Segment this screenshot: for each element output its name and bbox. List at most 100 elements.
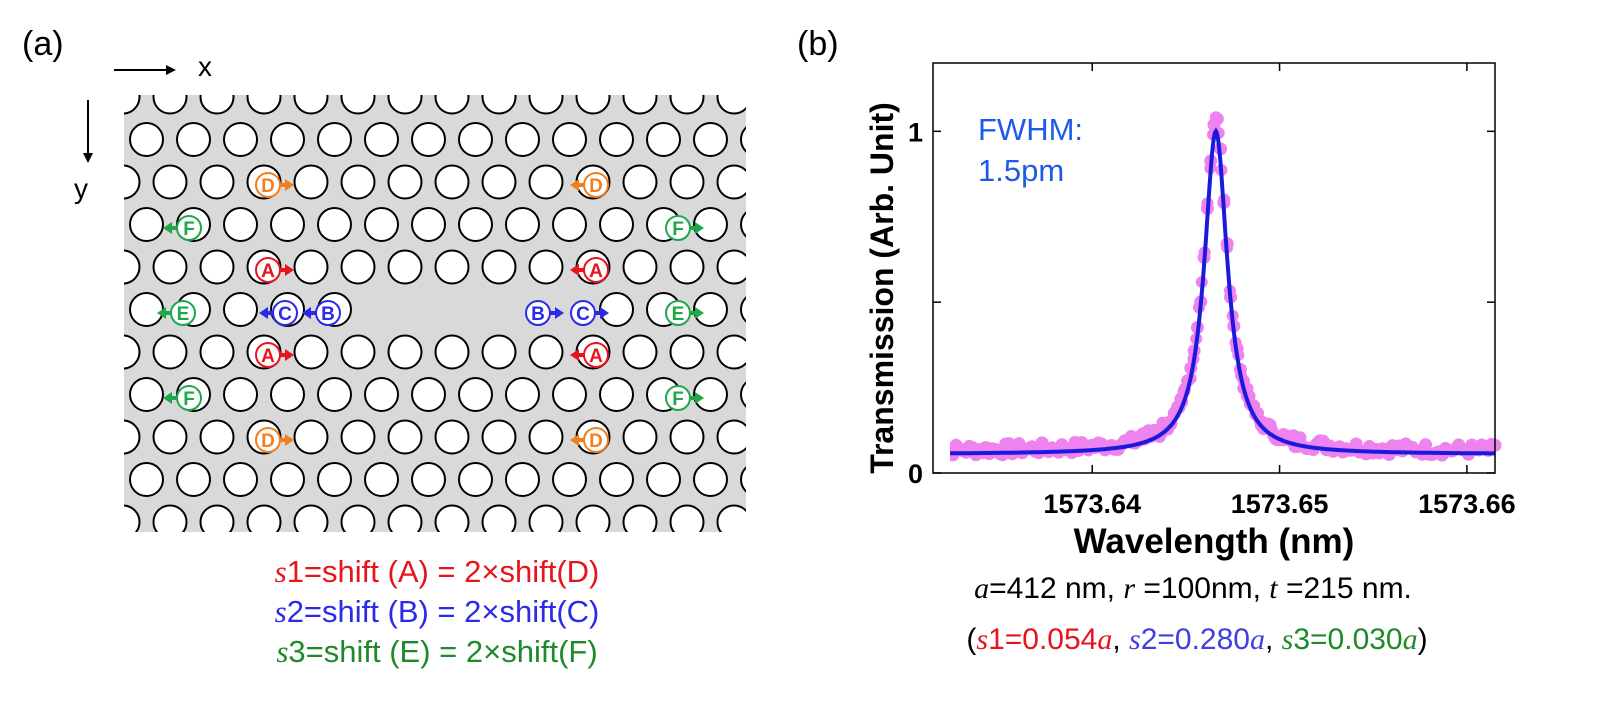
air-hole — [124, 419, 141, 455]
air-hole — [740, 466, 746, 493]
air-hole — [599, 292, 634, 327]
air-hole — [129, 292, 164, 327]
air-hole — [669, 504, 705, 532]
air-hole — [740, 126, 746, 153]
air-hole — [669, 164, 705, 200]
air-hole — [740, 211, 746, 238]
svg-text:D: D — [589, 431, 603, 452]
air-hole — [152, 334, 188, 370]
svg-text:F: F — [672, 389, 684, 410]
x-direction-arrow — [114, 65, 176, 75]
air-hole — [124, 95, 141, 115]
air-hole — [270, 462, 305, 497]
air-hole — [364, 377, 399, 412]
plot-frame — [932, 62, 1496, 474]
air-hole — [646, 122, 681, 157]
air-hole — [693, 292, 728, 327]
air-hole — [199, 249, 235, 285]
air-hole — [317, 207, 352, 242]
air-hole — [528, 419, 564, 455]
air-hole — [129, 462, 164, 497]
svg-text:B: B — [531, 304, 545, 325]
air-hole — [575, 504, 611, 532]
y-tick-label: 0 — [908, 459, 923, 489]
air-hole — [528, 164, 564, 200]
x-tick-label: 1573.66 — [1418, 489, 1516, 519]
svg-text:A: A — [589, 261, 603, 282]
transmission-chart: 1573.64 1573.65 1573.66 0 1 FWHM: 1.5pm Tran… — [864, 62, 1516, 561]
air-hole — [481, 164, 517, 200]
air-hole — [434, 164, 470, 200]
air-hole — [364, 462, 399, 497]
shift-values-line: (s1=0.054a, s2=0.280a, s3=0.030a) — [966, 623, 1427, 656]
air-hole — [528, 95, 564, 115]
air-hole — [669, 95, 705, 115]
air-hole — [270, 122, 305, 157]
svg-text:C: C — [278, 304, 292, 325]
air-hole — [199, 419, 235, 455]
svg-text:F: F — [672, 219, 684, 240]
air-hole — [317, 377, 352, 412]
air-hole — [364, 207, 399, 242]
air-hole — [599, 122, 634, 157]
shift-marker-a: A — [570, 257, 609, 283]
air-hole — [788, 378, 821, 411]
svg-text:B: B — [321, 304, 335, 325]
air-hole — [622, 504, 658, 532]
air-hole — [129, 377, 164, 412]
shift-marker-a: A — [570, 342, 609, 368]
air-hole — [434, 419, 470, 455]
air-hole — [693, 207, 728, 242]
shift-marker-d: D — [255, 172, 294, 198]
air-hole — [199, 164, 235, 200]
svg-text:D: D — [261, 431, 275, 452]
air-hole — [387, 334, 423, 370]
air-hole — [176, 122, 211, 157]
shift-marker-e: E — [157, 300, 196, 326]
air-hole — [340, 95, 376, 115]
air-hole — [505, 207, 540, 242]
air-hole — [364, 122, 399, 157]
y-axis-label: y — [74, 173, 88, 204]
air-hole — [716, 334, 746, 370]
air-hole — [788, 123, 821, 156]
y-tick-label: 1 — [908, 117, 923, 147]
air-hole — [505, 462, 540, 497]
fwhm-value: 1.5pm — [978, 153, 1064, 188]
air-hole — [124, 164, 141, 200]
air-hole — [716, 419, 746, 455]
air-hole — [246, 504, 282, 532]
air-hole — [60, 251, 93, 284]
air-hole — [152, 504, 188, 532]
air-hole — [575, 95, 611, 115]
shift-marker-f: F — [163, 385, 202, 411]
air-hole — [552, 207, 587, 242]
air-hole — [765, 81, 798, 114]
shift-marker-a: A — [255, 257, 294, 283]
air-hole — [124, 249, 141, 285]
svg-text:A: A — [261, 261, 275, 282]
air-hole — [340, 164, 376, 200]
shift-markers: D DF FA AE EC B B CA AF FD D — [157, 172, 704, 453]
panel-a-label: (a) — [22, 25, 64, 63]
air-hole — [458, 462, 493, 497]
air-hole — [223, 122, 258, 157]
lorentzian-fit-line — [950, 127, 1495, 456]
shift-marker-e: E — [665, 300, 704, 326]
data-point — [933, 448, 946, 461]
air-hole — [622, 164, 658, 200]
air-hole — [152, 419, 188, 455]
air-hole — [646, 462, 681, 497]
air-hole — [246, 95, 282, 115]
air-hole — [129, 122, 164, 157]
air-hole — [129, 207, 164, 242]
air-hole — [434, 504, 470, 532]
air-hole — [60, 506, 93, 539]
svg-text:A: A — [261, 346, 275, 367]
air-hole — [199, 334, 235, 370]
data-point — [936, 446, 949, 459]
air-hole — [693, 377, 728, 412]
data-point — [930, 443, 943, 456]
air-hole — [199, 504, 235, 532]
air-hole — [434, 95, 470, 115]
